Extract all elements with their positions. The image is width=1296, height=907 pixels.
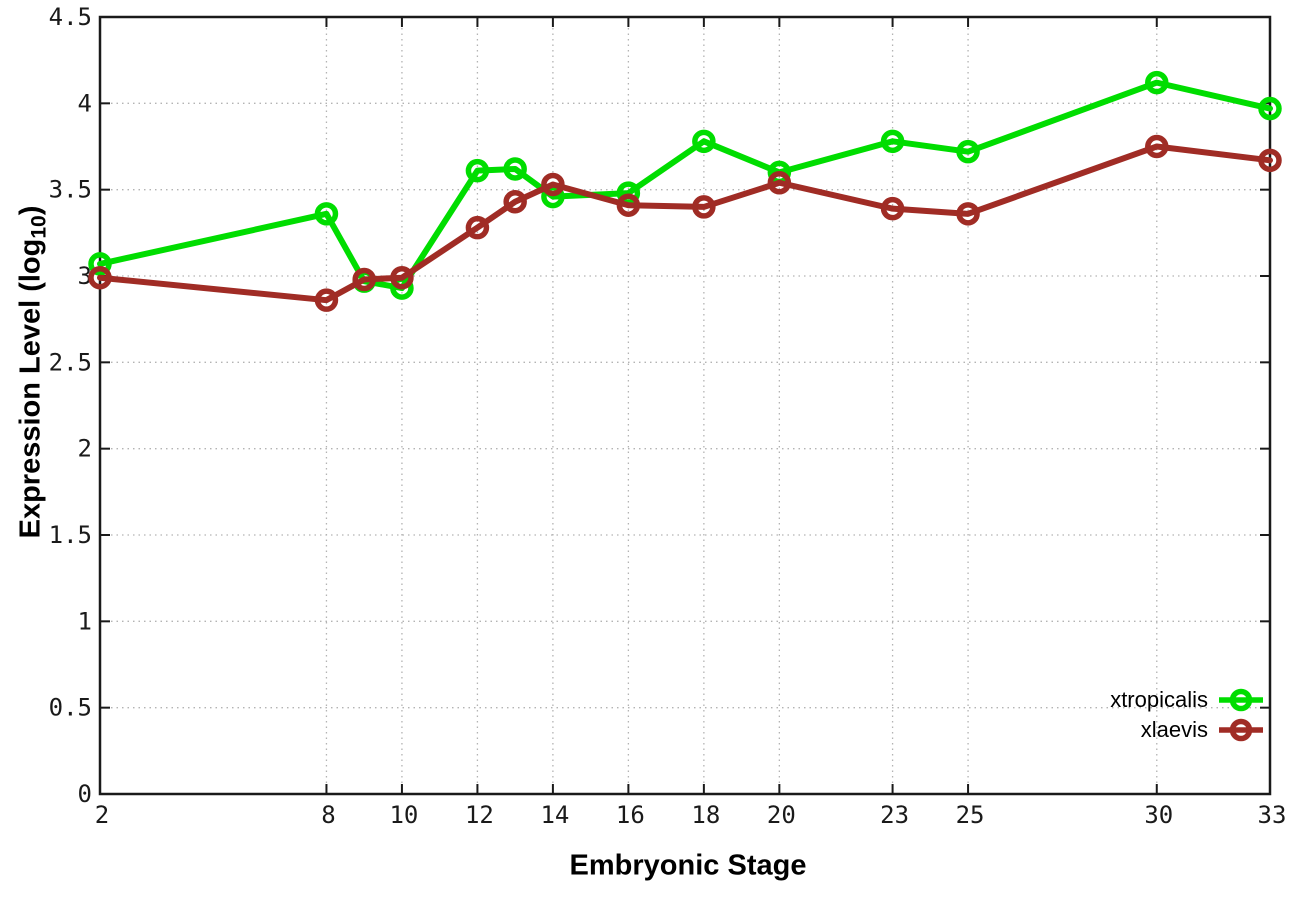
data-point-xlaevis <box>541 172 565 197</box>
y-tick-label: 3.5 <box>49 176 92 204</box>
y-tick-label: 0.5 <box>49 694 92 722</box>
legend-label-xlaevis: xlaevis <box>1140 717 1208 742</box>
y-axis-title-subscript: 10 <box>27 215 51 239</box>
legend-label-xtropicalis: xtropicalis <box>1110 687 1208 712</box>
x-tick-label: 30 <box>1144 801 1173 829</box>
data-point-xlaevis <box>692 195 716 219</box>
data-point-xlaevis <box>956 202 980 226</box>
y-axis-title: Expression Level (log10) <box>15 206 52 539</box>
x-tick-label: 16 <box>616 801 645 829</box>
data-point-xtropicalis <box>465 158 490 183</box>
legend-sample-point <box>1229 688 1253 712</box>
y-axis-title-suffix: ) <box>14 205 47 216</box>
x-tick-label: 18 <box>691 801 720 829</box>
legend-item-xtropicalis: xtropicalis <box>1110 686 1264 714</box>
y-tick-label: 1 <box>78 607 92 635</box>
data-point-xlaevis <box>503 190 527 214</box>
data-point-xtropicalis <box>314 202 339 226</box>
data-point-xlaevis <box>616 193 641 217</box>
data-point-xlaevis <box>352 267 376 292</box>
legend-sample-point <box>1229 718 1253 742</box>
y-tick-label: 3 <box>78 262 92 290</box>
y-tick-label: 1.5 <box>49 521 92 549</box>
y-tick-label: 2.5 <box>49 348 92 376</box>
x-tick-label: 10 <box>389 801 418 829</box>
x-tick-label: 33 <box>1258 801 1287 829</box>
data-point-xtropicalis <box>88 252 112 276</box>
data-point-xtropicalis <box>880 129 905 154</box>
x-tick-label: 20 <box>767 801 796 829</box>
data-point-xlaevis <box>880 196 905 221</box>
x-tick-label: 25 <box>956 801 985 829</box>
y-tick-label: 0 <box>78 780 92 808</box>
x-tick-label: 12 <box>465 801 494 829</box>
data-point-xlaevis <box>390 265 414 290</box>
data-point-xtropicalis <box>503 157 527 181</box>
y-axis-title-text: Expression Level (log <box>14 238 47 539</box>
y-tick-label: 2 <box>78 435 92 463</box>
x-tick-label: 2 <box>95 801 109 829</box>
data-point-xlaevis <box>88 265 112 290</box>
data-point-xlaevis <box>314 288 339 312</box>
legend-item-xlaevis: xlaevis <box>1141 716 1264 744</box>
data-point-xtropicalis <box>1145 70 1169 95</box>
data-point-xlaevis <box>767 171 792 195</box>
x-tick-label: 23 <box>880 801 909 829</box>
x-tick-label: 14 <box>540 801 569 829</box>
legend-marker-xtropicalis <box>1219 688 1263 712</box>
y-tick-label: 4 <box>78 89 92 117</box>
data-point-xlaevis <box>1145 134 1169 159</box>
data-point-xtropicalis <box>956 139 980 164</box>
x-tick-label: 8 <box>321 801 335 829</box>
data-point-xtropicalis <box>1258 96 1282 121</box>
x-axis-title: Embryonic Stage <box>569 849 807 882</box>
plot-border <box>98 15 1272 796</box>
data-point-xtropicalis <box>692 129 716 154</box>
data-point-xlaevis <box>1258 148 1282 173</box>
legend: xtropicalis xlaevis <box>1110 686 1264 744</box>
legend-marker-xlaevis <box>1219 718 1263 742</box>
y-tick-label: 4.5 <box>49 3 92 31</box>
data-point-xlaevis <box>465 215 490 240</box>
